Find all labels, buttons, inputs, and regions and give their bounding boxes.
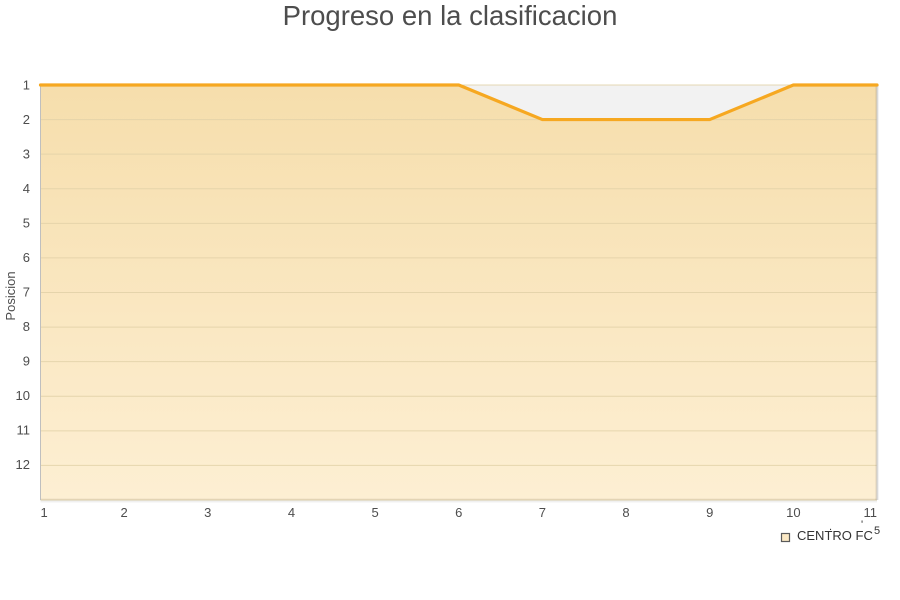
svg-text:': ' [861, 519, 863, 531]
svg-text:4: 4 [23, 181, 30, 196]
svg-text:4: 4 [288, 505, 295, 520]
svg-text:9: 9 [706, 505, 713, 520]
svg-text:1: 1 [41, 505, 48, 520]
svg-text:7: 7 [23, 285, 30, 300]
svg-text:5: 5 [23, 216, 30, 231]
svg-text:7: 7 [539, 505, 546, 520]
svg-text:11: 11 [17, 423, 31, 438]
svg-text:Posicion: Posicion [3, 271, 18, 320]
svg-text:5: 5 [874, 525, 880, 537]
svg-text:11: 11 [864, 505, 878, 520]
svg-text:12: 12 [16, 457, 30, 472]
svg-text:10: 10 [786, 505, 800, 520]
svg-text:2: 2 [23, 112, 30, 127]
svg-text:.: . [829, 521, 832, 533]
svg-text:9: 9 [23, 354, 30, 369]
svg-text:5: 5 [371, 505, 378, 520]
svg-text:8: 8 [622, 505, 629, 520]
svg-text:6: 6 [23, 250, 30, 265]
svg-text:3: 3 [204, 505, 211, 520]
svg-text:6: 6 [455, 505, 462, 520]
svg-text:1: 1 [23, 78, 30, 93]
svg-text:3: 3 [23, 147, 30, 162]
svg-text:10: 10 [16, 388, 30, 403]
svg-text:8: 8 [23, 319, 30, 334]
svg-text:2: 2 [121, 505, 128, 520]
